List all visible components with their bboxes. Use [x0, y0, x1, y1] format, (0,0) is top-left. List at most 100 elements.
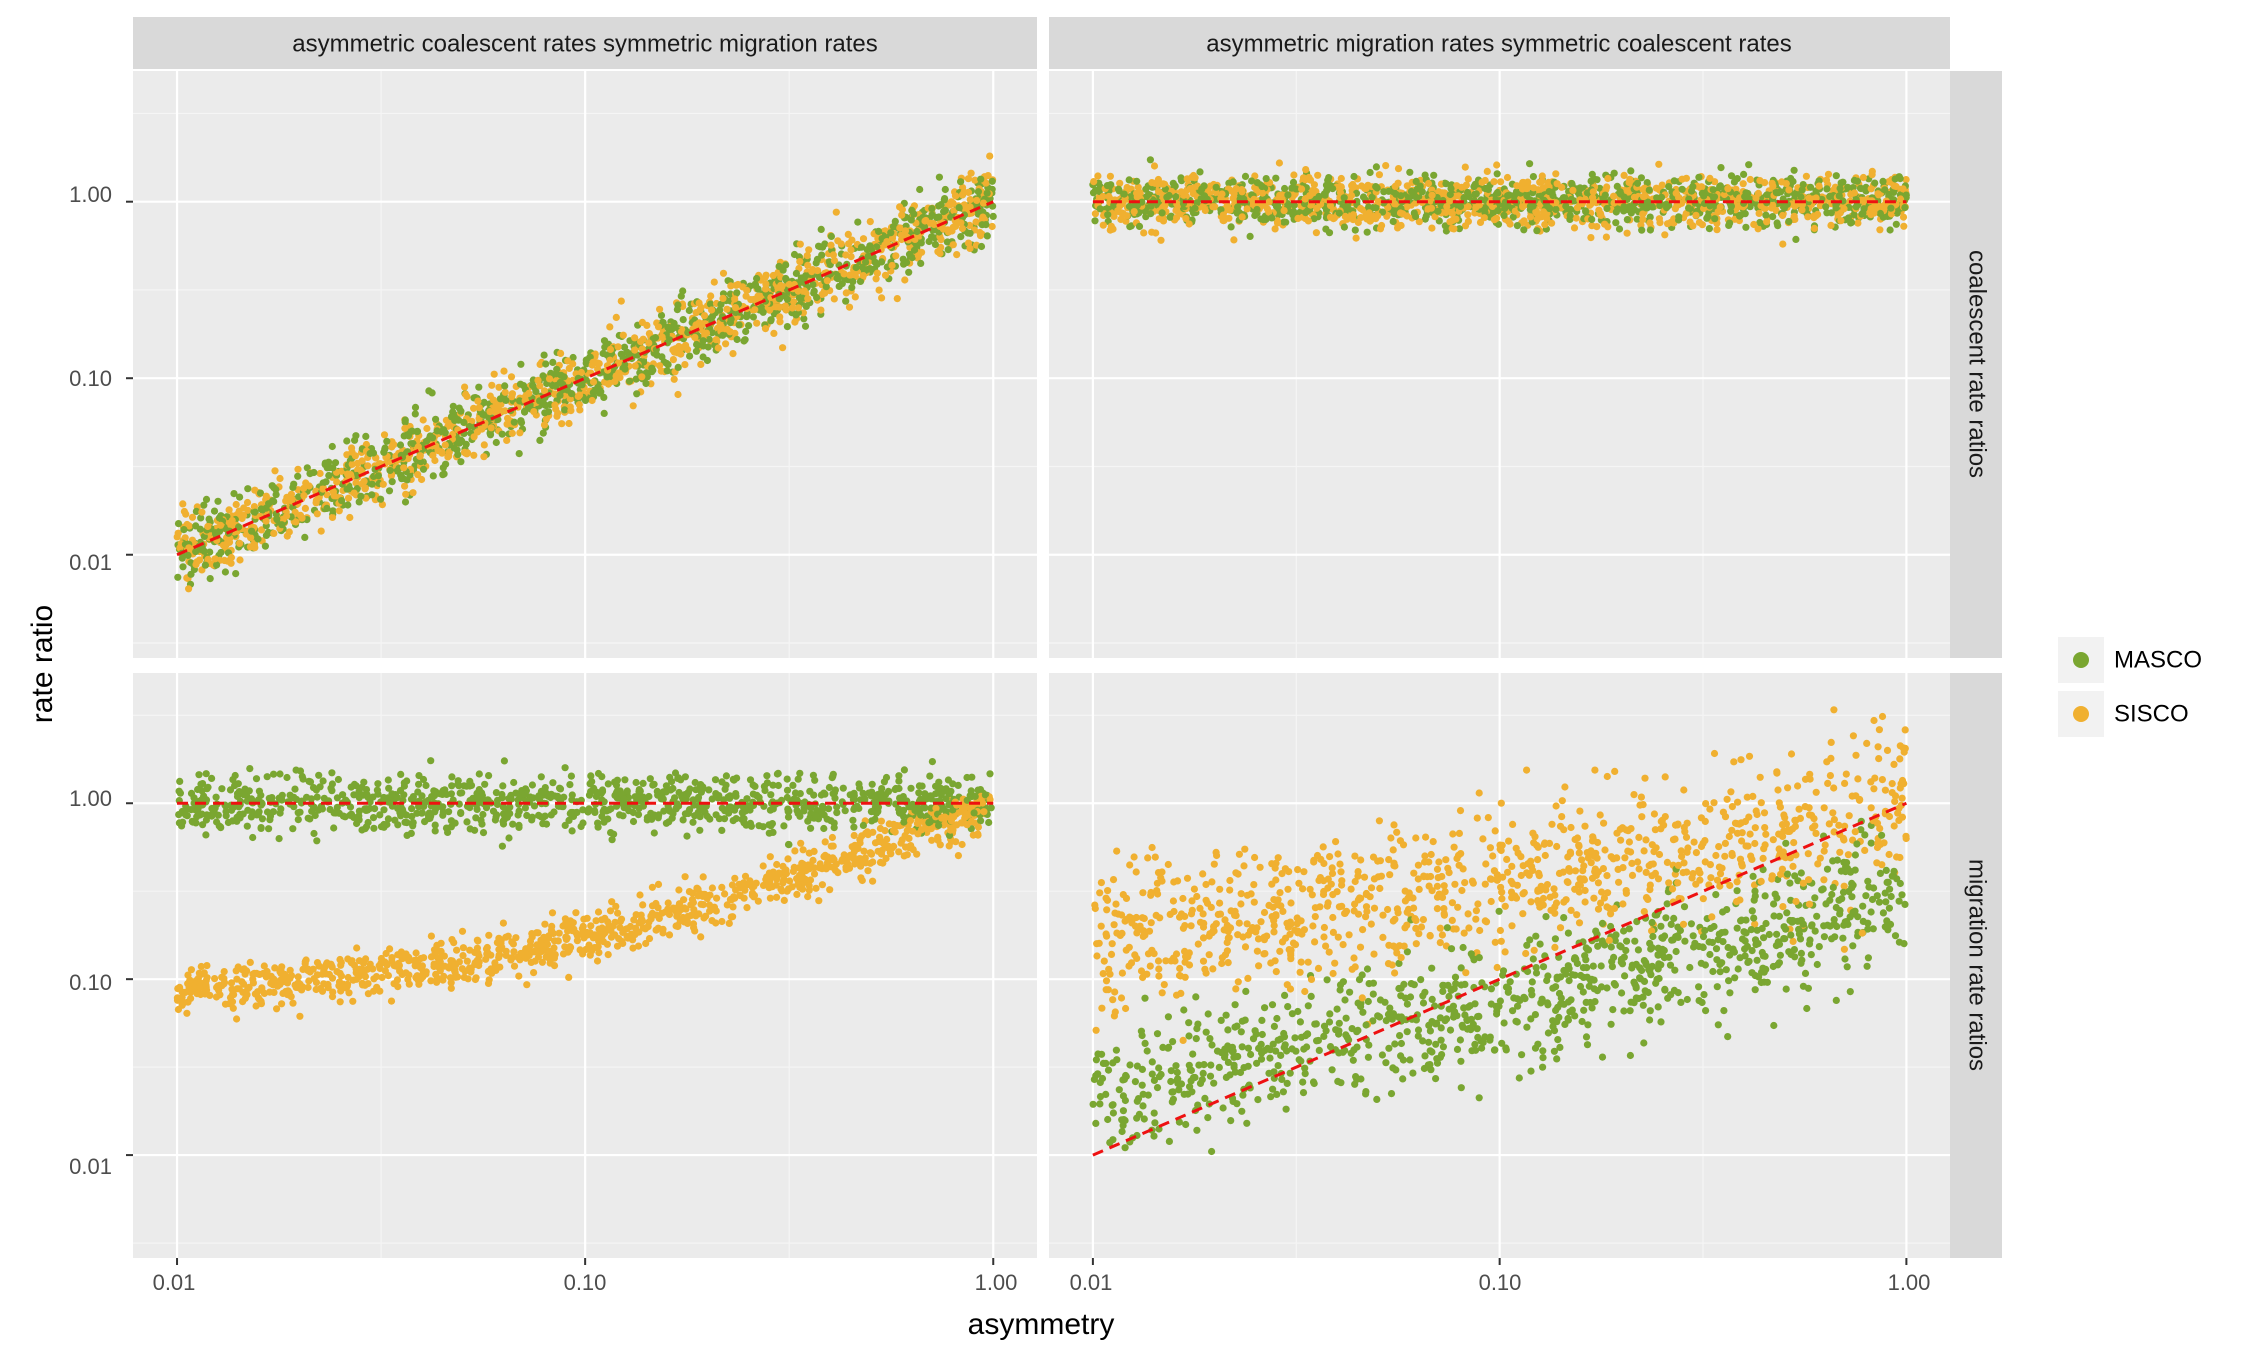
data-point-sisco	[516, 429, 524, 437]
data-point-sisco	[566, 395, 574, 403]
data-point-masco	[1212, 183, 1220, 191]
data-point-masco	[905, 268, 913, 276]
data-point-sisco	[761, 325, 770, 333]
data-point-sisco	[837, 240, 845, 248]
data-point-sisco	[1114, 207, 1122, 215]
data-point-masco	[289, 825, 297, 833]
data-point-masco	[705, 786, 713, 794]
data-point-sisco	[769, 271, 777, 280]
data-point-sisco	[444, 453, 452, 461]
data-point-sisco	[298, 514, 306, 522]
data-point-masco	[1769, 213, 1777, 221]
data-point-masco	[272, 491, 280, 499]
data-point-sisco	[1805, 194, 1813, 202]
data-point-sisco	[487, 424, 495, 432]
data-point-masco	[1281, 184, 1289, 193]
data-point-sisco	[480, 453, 488, 461]
data-point-sisco	[176, 544, 184, 552]
data-point-masco	[343, 437, 351, 445]
data-point-sisco	[551, 401, 559, 409]
data-point-sisco	[1588, 222, 1596, 230]
data-point-masco	[1603, 204, 1611, 213]
data-point-masco	[1324, 176, 1332, 184]
data-point-masco	[986, 770, 994, 778]
data-point-sisco	[270, 529, 278, 538]
data-point-masco	[600, 409, 608, 417]
data-point-sisco	[1478, 178, 1486, 186]
data-point-masco	[408, 805, 416, 813]
data-point-masco	[1886, 226, 1894, 234]
data-point-masco	[810, 287, 818, 295]
data-point-sisco	[1623, 229, 1631, 237]
data-point-sisco	[246, 543, 254, 551]
data-point-sisco	[681, 361, 689, 369]
panel-0-0	[133, 71, 1037, 658]
data-point-masco	[913, 227, 921, 236]
data-point-sisco	[349, 997, 357, 1005]
data-point-sisco	[1357, 204, 1365, 213]
data-point-masco	[862, 258, 870, 266]
data-point-masco	[1268, 214, 1276, 222]
data-point-masco	[596, 386, 604, 395]
data-point-masco	[542, 401, 550, 410]
data-point-sisco	[1238, 188, 1246, 196]
data-point-masco	[325, 471, 333, 480]
data-point-sisco	[474, 397, 482, 405]
data-point-masco	[790, 250, 799, 259]
data-point-sisco	[617, 915, 626, 923]
data-point-sisco	[1724, 185, 1732, 193]
data-point-masco	[519, 382, 528, 390]
data-point-masco	[1552, 205, 1560, 213]
data-point-masco	[625, 377, 634, 385]
data-point-masco	[419, 465, 428, 473]
data-point-sisco	[1364, 181, 1372, 189]
data-point-sisco	[869, 877, 877, 885]
data-point-masco	[1772, 189, 1780, 197]
data-point-masco	[397, 770, 405, 779]
data-point-sisco	[731, 874, 739, 882]
data-point-sisco	[305, 482, 313, 490]
data-point-sisco	[1276, 191, 1284, 199]
data-point-sisco	[1461, 163, 1469, 171]
data-point-masco	[475, 383, 483, 391]
data-point-masco	[310, 468, 318, 477]
data-point-sisco	[246, 958, 254, 967]
data-point-masco	[1627, 167, 1635, 175]
data-point-sisco	[225, 538, 234, 546]
data-point-sisco	[817, 306, 825, 314]
data-point-sisco	[271, 467, 279, 475]
data-point-masco	[1520, 226, 1528, 234]
data-point-sisco	[1779, 240, 1787, 248]
data-point-sisco	[227, 559, 235, 567]
data-point-masco	[1773, 219, 1781, 227]
data-point-masco	[1901, 204, 1909, 212]
data-point-masco	[1726, 219, 1734, 227]
data-point-sisco	[225, 506, 233, 514]
data-point-sisco	[1526, 213, 1535, 221]
data-point-masco	[261, 542, 269, 550]
data-point-sisco	[1782, 180, 1790, 188]
data-point-sisco	[507, 373, 516, 381]
data-point-masco	[704, 343, 712, 351]
data-point-sisco	[1604, 174, 1612, 183]
data-point-masco	[1615, 225, 1624, 233]
data-point-sisco	[936, 249, 944, 258]
data-point-sisco	[675, 886, 683, 894]
data-point-masco	[1456, 202, 1465, 211]
data-point-masco	[294, 816, 302, 824]
data-point-sisco	[957, 219, 965, 227]
data-point-sisco	[1099, 221, 1107, 229]
data-point-sisco	[503, 420, 511, 428]
data-point-masco	[663, 367, 671, 375]
data-point-masco	[1741, 193, 1749, 201]
data-point-masco	[351, 436, 359, 444]
data-point-sisco	[1230, 236, 1238, 244]
data-point-sisco	[1148, 228, 1156, 236]
data-point-sisco	[681, 873, 689, 881]
data-point-sisco	[1280, 207, 1288, 215]
data-point-sisco	[317, 527, 325, 535]
data-point-masco	[1711, 215, 1719, 223]
data-point-masco	[1484, 185, 1492, 194]
data-point-sisco	[530, 969, 538, 977]
data-point-sisco	[881, 271, 890, 279]
